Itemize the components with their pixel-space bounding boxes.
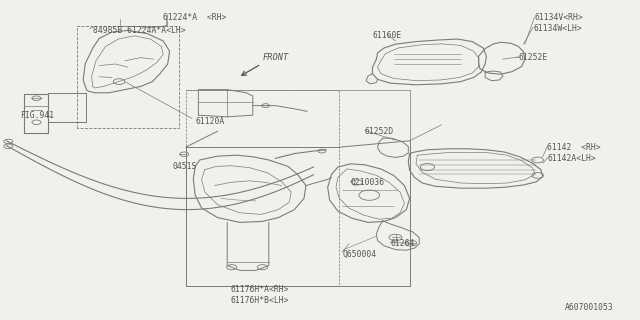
Text: 61142  <RH>: 61142 <RH> xyxy=(547,143,601,152)
Text: Q210036: Q210036 xyxy=(351,178,385,187)
Text: FRONT: FRONT xyxy=(262,53,289,62)
Text: FIG.941: FIG.941 xyxy=(20,111,54,120)
Text: 61134W<LH>: 61134W<LH> xyxy=(533,24,582,33)
Text: 61264: 61264 xyxy=(390,239,415,248)
Text: 61252D: 61252D xyxy=(365,127,394,136)
Text: 61120A: 61120A xyxy=(195,117,225,126)
Text: 61142A<LH>: 61142A<LH> xyxy=(548,154,596,163)
Text: A607001053: A607001053 xyxy=(564,303,613,312)
Text: 61176H*B<LH>: 61176H*B<LH> xyxy=(230,296,289,305)
Text: 61252E: 61252E xyxy=(518,53,548,62)
Text: 0451S: 0451S xyxy=(173,162,197,171)
Text: 84985B 61224A*A<LH>: 84985B 61224A*A<LH> xyxy=(93,26,186,35)
Text: 61134V<RH>: 61134V<RH> xyxy=(534,13,583,22)
Text: 61176H*A<RH>: 61176H*A<RH> xyxy=(230,285,289,294)
Text: 61160E: 61160E xyxy=(372,31,402,40)
Text: Q650004: Q650004 xyxy=(342,250,376,259)
Text: 61224*A  <RH>: 61224*A <RH> xyxy=(163,13,227,22)
